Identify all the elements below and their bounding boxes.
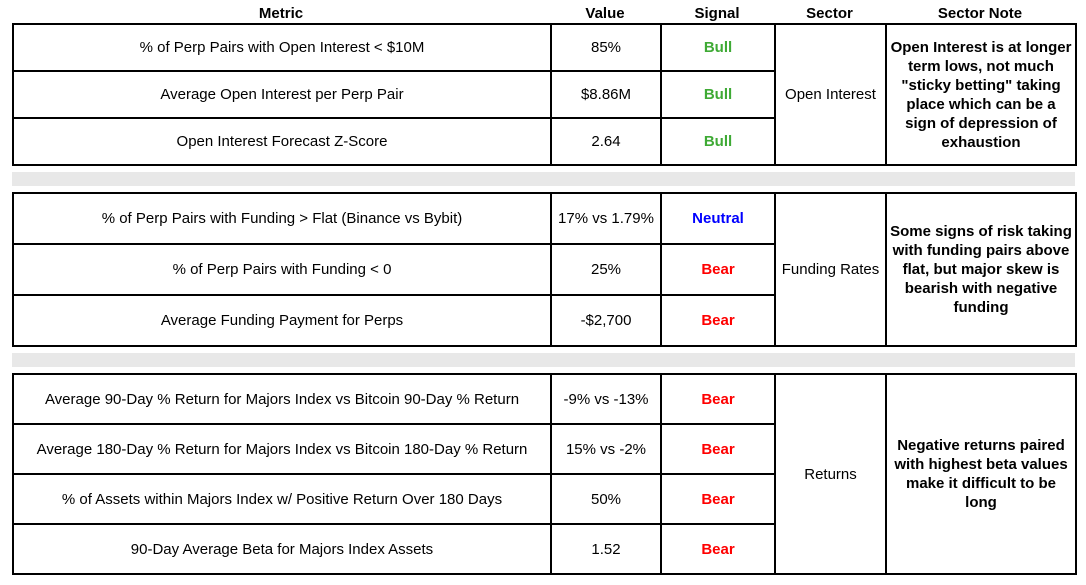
- sector-group-table: % of Perp Pairs with Funding > Flat (Bin…: [12, 192, 1077, 347]
- table-row: Average 180-Day % Return for Majors Inde…: [12, 423, 1076, 475]
- table-row: % of Assets within Majors Index w/ Posit…: [12, 473, 1076, 525]
- metric-cell: Average Funding Payment for Perps: [12, 294, 552, 347]
- value-cell: 50%: [550, 473, 662, 525]
- table-row: % of Perp Pairs with Open Interest < $10…: [12, 23, 1077, 166]
- table-row: Average 90-Day % Return for Majors Index…: [12, 373, 1077, 575]
- header-sector-note: Sector Note: [937, 5, 1023, 22]
- value-cell: $8.86M: [550, 70, 662, 119]
- sector-note-cell: Some signs of risk taking with funding p…: [885, 192, 1077, 347]
- signal-cell: Bear: [660, 473, 776, 525]
- table-row: Average Open Interest per Perp Pair $8.86…: [12, 70, 1076, 119]
- metric-cell: % of Assets within Majors Index w/ Posit…: [12, 473, 552, 525]
- signal-cell: Bear: [660, 423, 776, 475]
- signal-cell: Bull: [660, 117, 776, 166]
- value-cell: 85%: [550, 23, 662, 72]
- metric-cell: % of Perp Pairs with Funding > Flat (Bin…: [12, 192, 552, 245]
- sector-group-table: % of Perp Pairs with Open Interest < $10…: [12, 23, 1077, 166]
- table-row: Open Interest Forecast Z-Score 2.64 Bull: [12, 117, 1076, 166]
- header-signal: Signal: [694, 5, 740, 22]
- metric-cell: % of Perp Pairs with Open Interest < $10…: [12, 23, 552, 72]
- sector-cell: Funding Rates: [774, 192, 887, 347]
- metric-cell: Average 180-Day % Return for Majors Inde…: [12, 423, 552, 475]
- value-cell: 2.64: [550, 117, 662, 166]
- value-cell: 15% vs -2%: [550, 423, 662, 475]
- sector-note-cell: Negative returns paired with highest bet…: [885, 373, 1077, 575]
- signal-cell: Bear: [660, 294, 776, 347]
- table-row: Average Funding Payment for Perps -$2,700…: [12, 294, 1076, 347]
- signal-cell: Bull: [660, 70, 776, 119]
- table-row: % of Perp Pairs with Funding < 0 25% Bear: [12, 243, 1076, 296]
- signal-cell: Bear: [660, 523, 776, 575]
- header-value: Value: [585, 5, 625, 22]
- signal-cell: Neutral: [660, 192, 776, 245]
- group-tables: % of Perp Pairs with Open Interest < $10…: [12, 23, 1086, 575]
- group-separator: [12, 347, 1075, 373]
- column-headers: Metric Value Signal Sector Sector Note: [12, 4, 1086, 23]
- header-metric: Metric: [258, 5, 304, 22]
- value-cell: -$2,700: [550, 294, 662, 347]
- value-cell: 25%: [550, 243, 662, 296]
- group-separator: [12, 166, 1075, 192]
- value-cell: 17% vs 1.79%: [550, 192, 662, 245]
- header-sector: Sector: [806, 5, 853, 22]
- signal-cell: Bear: [660, 373, 776, 425]
- signal-cell: Bull: [660, 23, 776, 72]
- metric-cell: % of Perp Pairs with Funding < 0: [12, 243, 552, 296]
- sector-cell: Returns: [774, 373, 887, 575]
- separator-stripe: [12, 172, 1075, 186]
- signal-cell: Bear: [660, 243, 776, 296]
- table-row: % of Perp Pairs with Funding > Flat (Bin…: [12, 192, 1077, 347]
- metric-cell: Average 90-Day % Return for Majors Index…: [12, 373, 552, 425]
- sector-group-table: Average 90-Day % Return for Majors Index…: [12, 373, 1077, 575]
- metric-cell: Open Interest Forecast Z-Score: [12, 117, 552, 166]
- sector-note-cell: Open Interest is at longer term lows, no…: [885, 23, 1077, 166]
- value-cell: -9% vs -13%: [550, 373, 662, 425]
- separator-stripe: [12, 353, 1075, 367]
- sector-cell: Open Interest: [774, 23, 887, 166]
- value-cell: 1.52: [550, 523, 662, 575]
- metric-cell: 90-Day Average Beta for Majors Index Ass…: [12, 523, 552, 575]
- table-row: 90-Day Average Beta for Majors Index Ass…: [12, 523, 1076, 575]
- metric-cell: Average Open Interest per Perp Pair: [12, 70, 552, 119]
